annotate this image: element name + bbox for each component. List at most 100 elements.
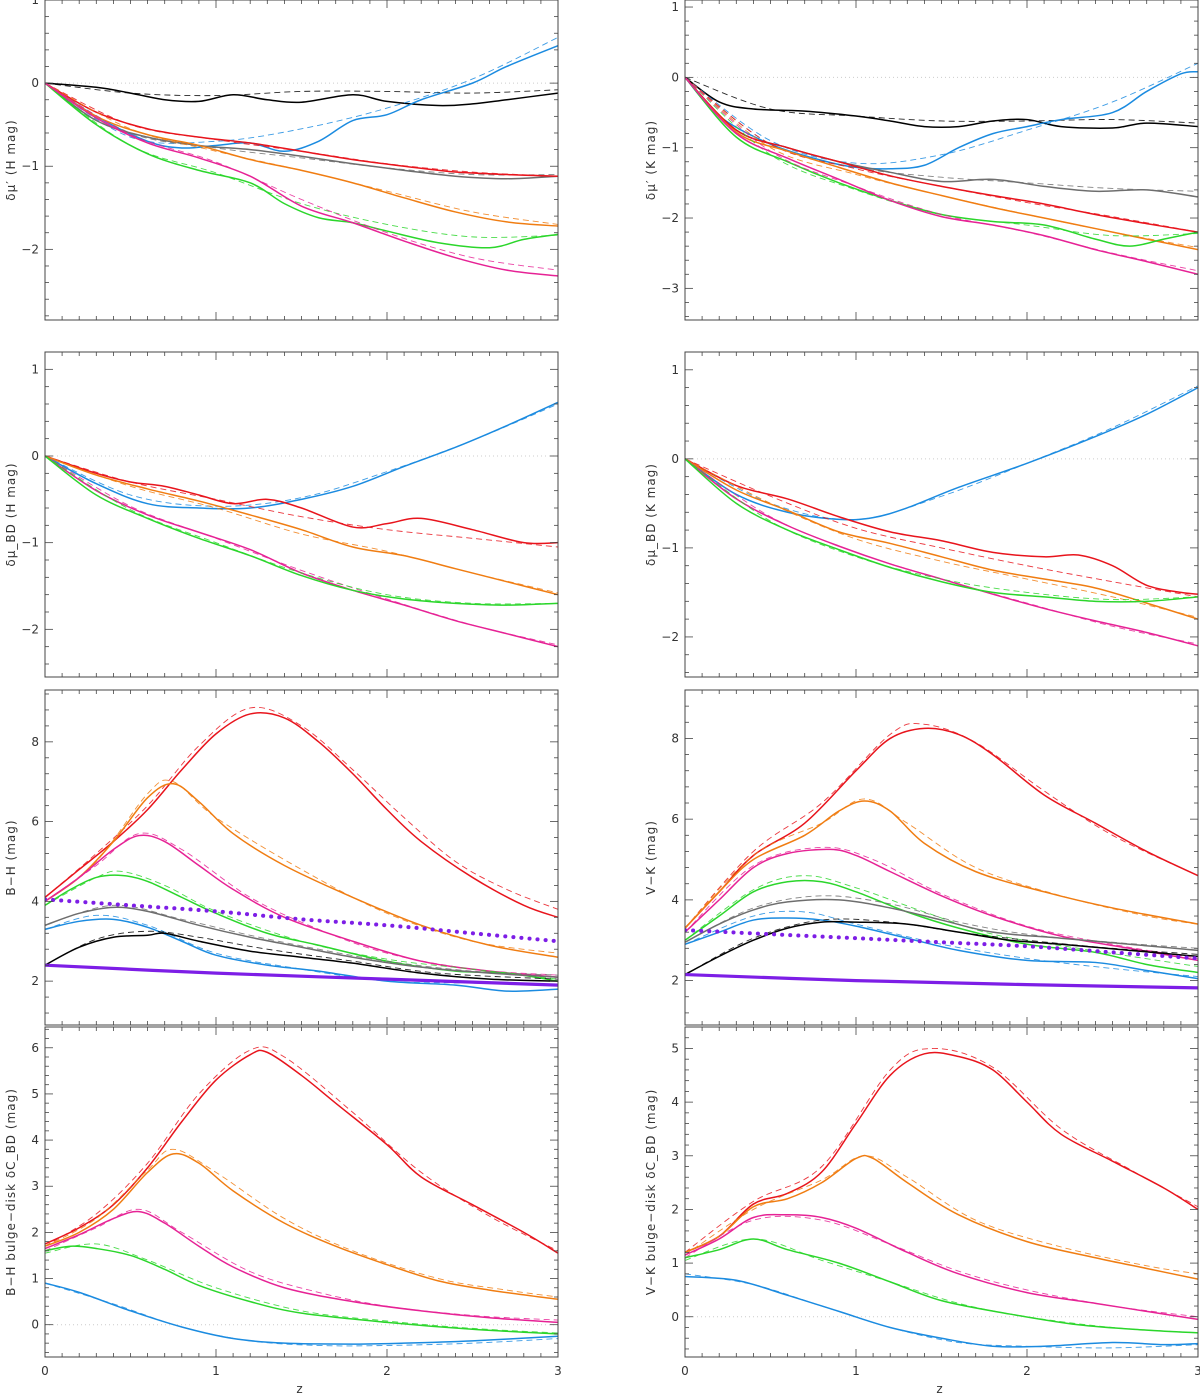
series-blue-line (45, 44, 558, 153)
series-red-line (685, 76, 1198, 233)
x-axis-label-left: z (296, 1382, 303, 1396)
series-group (685, 385, 1198, 647)
series-red-line (685, 727, 1198, 929)
series-red-line (45, 712, 558, 919)
series-magenta-dashed-line (45, 832, 558, 976)
y-tick-label: 2 (671, 974, 679, 988)
series-orange-dashed-line (45, 1148, 558, 1298)
y-axis-label: B−H (mag) (4, 819, 18, 895)
y-tick-label: −2 (661, 211, 679, 225)
x-tick-label: 2 (383, 1364, 391, 1378)
y-axis-label: B−H bulge−disk δC_BD (mag) (4, 1088, 18, 1296)
series-red-dashed-line (685, 722, 1198, 929)
series-group (45, 36, 558, 277)
series-black-line (45, 932, 558, 982)
series-magenta-dashed-line (685, 458, 1198, 645)
series-blue-dashed-line (685, 1273, 1198, 1349)
series-blue-dashed-line (45, 36, 558, 144)
y-tick-label: −2 (661, 630, 679, 644)
x-tick-label: 1 (212, 1364, 220, 1378)
series-blue-line (45, 1282, 558, 1345)
panel-b-h-color: 2 4 6 8 B−H (mag) (4, 689, 559, 1026)
series-group (685, 722, 1198, 990)
series-black-dashed-line (685, 76, 1198, 124)
series-magenta-dashed-line (45, 1208, 558, 1321)
series-green-line (685, 879, 1198, 974)
series-orange-dashed-line (45, 779, 558, 954)
y-tick-label: 2 (31, 1225, 39, 1239)
panel-frame (684, 0, 1199, 321)
y-tick-label: 0 (671, 70, 679, 84)
series-red-line (45, 1049, 558, 1254)
series-magenta-line (685, 1213, 1198, 1321)
y-tick-label: 1 (671, 363, 679, 377)
series-green-line (685, 76, 1198, 247)
series-black-line (45, 82, 558, 107)
series-magenta-line (685, 76, 1198, 276)
series-blue-dashed-line (45, 1282, 558, 1347)
series-green-line (45, 455, 558, 606)
series-red-dashed-line (685, 1048, 1198, 1253)
y-tick-label: 2 (31, 974, 39, 988)
x-tick-label: 3 (1194, 1364, 1200, 1378)
series-magenta-dashed-line (685, 846, 1198, 959)
y-tick-label: −2 (21, 242, 39, 256)
y-tick-label: −3 (661, 281, 679, 295)
x-tick-label: 1 (852, 1364, 860, 1378)
series-magenta-line (45, 1210, 558, 1324)
y-tick-label: 0 (671, 452, 679, 466)
y-tick-label: 1 (31, 1272, 39, 1286)
y-tick-label: 6 (671, 812, 679, 826)
series-blue-line (685, 1275, 1198, 1348)
y-tick-label: 8 (671, 731, 679, 745)
series-magenta-line (45, 455, 558, 648)
series-green-line (45, 874, 558, 982)
y-tick-label: 8 (31, 735, 39, 749)
x-tick-label: 3 (554, 1364, 562, 1378)
series-blue-dashed-line (45, 403, 558, 507)
series-gray-line (685, 76, 1198, 198)
panel-b-h-bulge-disk: 0 1 2 3 4 5 6 0 1 2 3 B−H bulge−disk δC_BD (mag) (4, 1026, 562, 1378)
series-green-dashed-line (45, 455, 558, 605)
panel-frame (684, 689, 1199, 1026)
series-blue-dashed-line (685, 385, 1198, 520)
series-magenta-line (45, 82, 558, 277)
y-tick-label: 5 (671, 1041, 679, 1055)
y-tick-label: 4 (31, 894, 39, 908)
series-gray-dashed-line (685, 895, 1198, 949)
series-group (45, 1046, 558, 1347)
series-magenta-dashed-line (45, 455, 558, 646)
y-tick-label: 3 (671, 1149, 679, 1163)
series-gray-dashed-line (45, 904, 558, 976)
series-gray-line (45, 906, 558, 978)
x-tick-label: 2 (1023, 1364, 1031, 1378)
y-tick-label: 1 (31, 0, 39, 7)
panel-frame (44, 351, 559, 678)
series-group (685, 1048, 1198, 1349)
series-green-line (685, 1238, 1198, 1334)
series-orange-dashed-line (685, 77, 1198, 249)
series-green-dashed-line (685, 1238, 1198, 1334)
series-orange-dashed-line (685, 458, 1198, 618)
y-axis-label: δμ′ (H mag) (4, 119, 18, 200)
y-tick-label: 0 (31, 76, 39, 90)
series-orange-line (45, 82, 558, 227)
series-orange-line (45, 782, 558, 958)
y-tick-label: 4 (31, 1133, 39, 1147)
series-red-dashed-line (45, 1046, 558, 1252)
series-blue-line (685, 386, 1198, 521)
series-purple-solid-line (45, 963, 558, 987)
series-orange-dashed-line (685, 1155, 1198, 1275)
y-tick-label: 0 (671, 1310, 679, 1324)
panel-v-k-color: 2 4 6 8 V−K (mag) (644, 689, 1199, 1026)
series-magenta-dashed-line (45, 82, 558, 271)
series-orange-line (45, 1152, 558, 1301)
series-blue-line (685, 917, 1198, 980)
series-red-line (45, 455, 558, 545)
x-axis-label-right: z (936, 1382, 943, 1396)
y-tick-label: −1 (661, 541, 679, 555)
y-tick-label: 6 (31, 815, 39, 829)
series-red-dashed-line (685, 458, 1198, 598)
series-orange-line (685, 458, 1198, 620)
